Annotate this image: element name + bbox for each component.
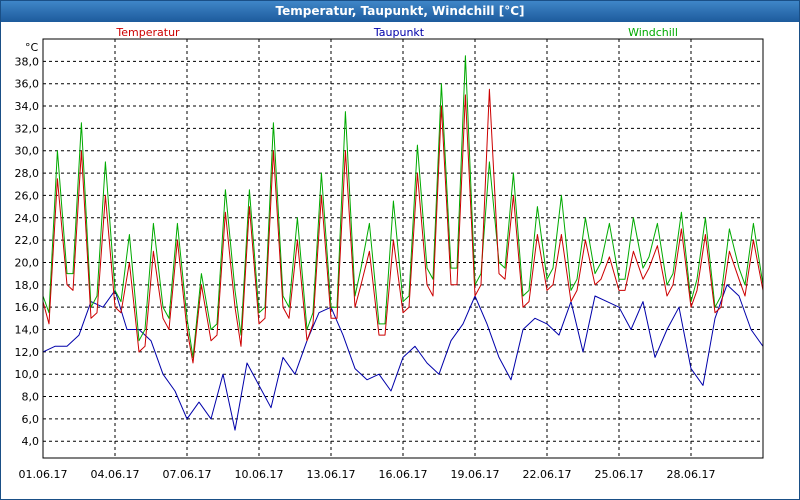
series-lines — [42, 55, 764, 431]
series-line-temperatur — [42, 88, 764, 364]
y-tick-label: 30,0 — [15, 145, 40, 158]
y-axis-unit: °C — [25, 41, 39, 54]
y-tick-label: 26,0 — [15, 189, 40, 202]
y-tick-label: 24,0 — [15, 212, 40, 225]
series-line-windchill — [42, 55, 764, 358]
y-tick-label: 8,0 — [22, 391, 40, 404]
y-tick-label: 20,0 — [15, 256, 40, 269]
y-tick-label: 28,0 — [15, 167, 40, 180]
y-tick-label: 18,0 — [15, 279, 40, 292]
y-tick-label: 16,0 — [15, 301, 40, 314]
legend: Temperatur Taupunkt Windchill — [115, 26, 678, 39]
legend-item-taupunkt: Taupunkt — [373, 26, 425, 39]
legend-item-temperatur: Temperatur — [115, 26, 180, 39]
y-tick-label: 22,0 — [15, 234, 40, 247]
grid-lines — [43, 39, 763, 458]
x-tick-label: 04.06.17 — [91, 468, 140, 481]
y-tick-label: 12,0 — [15, 346, 40, 359]
x-tick-label: 25.06.17 — [595, 468, 644, 481]
x-tick-label: 07.06.17 — [163, 468, 212, 481]
window-title: Temperatur, Taupunkt, Windchill [°C] — [1, 1, 799, 22]
x-tick-label: 01.06.17 — [19, 468, 68, 481]
y-tick-label: 36,0 — [15, 78, 40, 91]
x-tick-label: 16.06.17 — [379, 468, 428, 481]
y-tick-labels: 4,0 6,0 8,0 10,0 12,0 14,0 16,0 18,0 20,0 22,0 24,… — [15, 55, 40, 448]
series-line-taupunkt — [42, 284, 764, 431]
x-tick-label: 10.06.17 — [235, 468, 284, 481]
y-tick-label: 6,0 — [22, 413, 40, 426]
legend-item-windchill: Windchill — [628, 26, 678, 39]
y-tick-label: 32,0 — [15, 122, 40, 135]
x-tick-label: 19.06.17 — [451, 468, 500, 481]
y-tick-label: 10,0 — [15, 368, 40, 381]
y-tick-label: 14,0 — [15, 324, 40, 337]
plot-area-frame — [42, 38, 764, 459]
y-tick-label: 34,0 — [15, 100, 40, 113]
x-tick-label: 28.06.17 — [667, 468, 716, 481]
x-tick-label: 13.06.17 — [307, 468, 356, 481]
y-tick-label: 38,0 — [15, 55, 40, 68]
y-tick-label: 4,0 — [22, 435, 40, 448]
x-tick-labels: 01.06.17 04.06.17 07.06.17 10.06.17 13.06.17… — [19, 468, 716, 481]
x-tick-label: 22.06.17 — [523, 468, 572, 481]
